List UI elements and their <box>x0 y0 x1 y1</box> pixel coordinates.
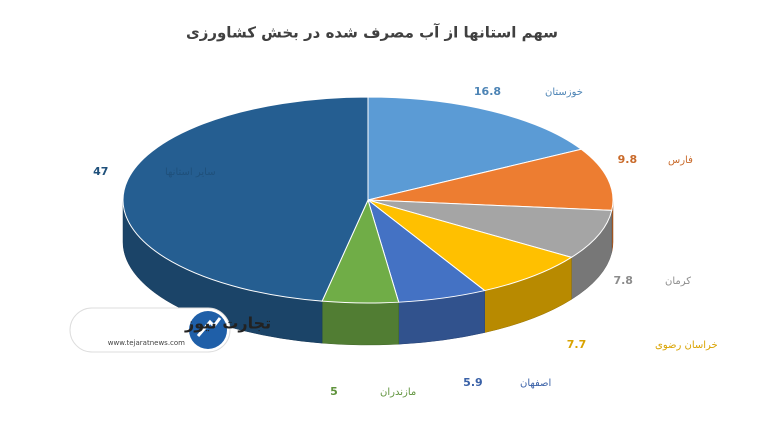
category-label: فارس <box>668 155 693 166</box>
logo: تجارت نیوز www.tejaratnews.com <box>69 307 271 353</box>
pie <box>122 96 614 346</box>
category-label: مازندران <box>380 387 416 398</box>
category-label: سایر استانها <box>165 167 216 178</box>
value-label: 7.7 <box>567 338 587 351</box>
value-label: 16.8 <box>474 85 501 98</box>
slice <box>367 96 583 201</box>
category-label: اصفهان <box>520 378 551 389</box>
category-label: کرمان <box>665 276 691 287</box>
labels: خوزستان 16.8 فارس 9.8 کرمان 7.8 خراسان رضوی 7.7… <box>93 85 718 398</box>
slice <box>367 148 614 211</box>
logo-name: تجارت نیوز <box>184 314 271 333</box>
value-label: 5.9 <box>463 376 483 389</box>
slice-side <box>321 300 399 346</box>
logo-pill <box>69 307 231 353</box>
slice <box>367 199 613 258</box>
value-label: 9.8 <box>618 153 638 166</box>
slice <box>367 199 573 292</box>
value-label: 47 <box>93 165 108 178</box>
category-label: خوزستان <box>545 87 583 98</box>
value-label: 5 <box>330 385 338 398</box>
value-label: 7.8 <box>613 274 633 287</box>
logo-url: www.tejaratnews.com <box>108 339 185 347</box>
chart-title: سهم استانها از آب مصرف شده در بخش کشاورز… <box>186 24 558 42</box>
category-label: خراسان رضوی <box>655 340 718 351</box>
slice <box>122 96 369 302</box>
logo-arrow <box>196 317 222 337</box>
